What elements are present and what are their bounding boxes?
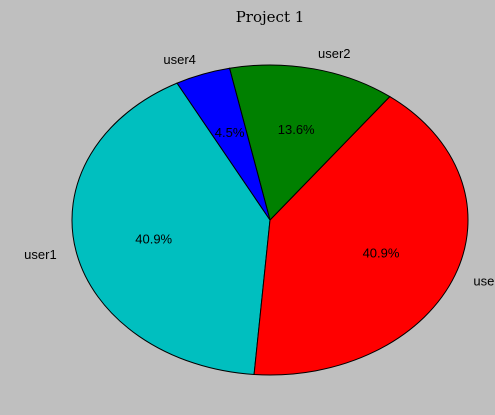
pct-label-user2: 13.6% [278, 122, 315, 137]
slice-label-user4: user4 [163, 52, 196, 67]
pie-slices [71, 64, 469, 376]
pie-slice-user1 [71, 82, 271, 376]
pie-slice-user3 [253, 95, 469, 376]
slice-label-user3: user3 [473, 273, 495, 288]
pct-label-user1: 40.9% [135, 231, 172, 246]
chart-title: Project 1 [236, 8, 305, 26]
pie-slice-user4 [176, 67, 271, 221]
pie-slice-user2 [228, 64, 391, 221]
slice-label-user2: user2 [318, 46, 351, 61]
pct-label-user3: 40.9% [363, 246, 400, 261]
slice-label-user1: user1 [24, 247, 57, 262]
pct-label-user4: 4.5% [215, 125, 245, 140]
pie-labels: 40.9% user1 40.9% user3 13.6% user2 4.5% user4 [24, 46, 495, 288]
